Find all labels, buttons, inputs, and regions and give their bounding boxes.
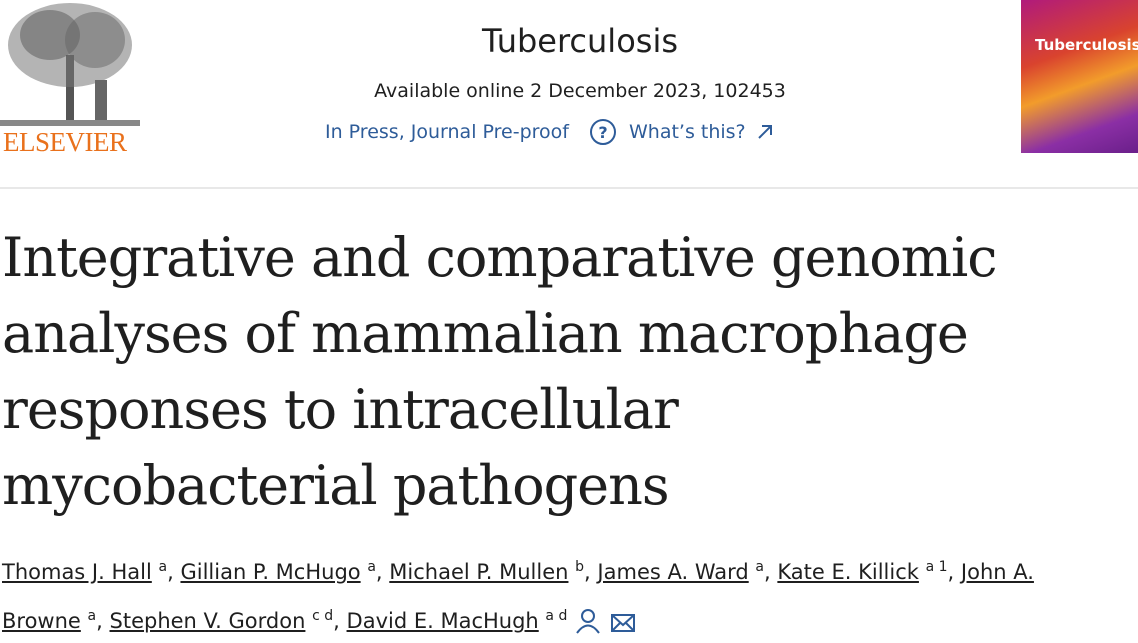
separator: , [167,560,174,584]
help-icon[interactable]: ? [579,118,619,146]
svg-text:?: ? [598,123,607,142]
separator: , [96,609,103,633]
affiliation[interactable]: a d [545,608,568,624]
author-name[interactable]: Stephen V. Gordon [109,609,306,633]
author-name[interactable]: David E. MacHugh [346,609,539,633]
contact-icons-svg[interactable] [574,608,638,634]
author-name[interactable]: Gillian P. McHugo [180,560,361,584]
journal-name[interactable]: Tuberculosis [482,22,678,60]
publisher-name: ELSEVIER [3,127,127,157]
contact-icons [574,608,638,634]
author-name[interactable]: Michael P. Mullen [389,560,569,584]
publisher-logo [0,3,140,126]
journal-cover[interactable]: Tuberculosis [1021,0,1138,153]
cover-title: Tuberculosis [1035,36,1138,54]
affiliation[interactable]: a [158,559,168,575]
article-title: Integrative and comparative genomic anal… [2,226,998,517]
status[interactable]: In Press, Journal Pre-proof [325,121,569,143]
separator: , [764,560,771,584]
author-list: Thomas J. Hall a, Gillian P. McHugo a, M… [2,545,1112,643]
divider [0,187,1138,189]
help-link[interactable]: What’s this? [628,121,746,143]
affiliation[interactable]: b [575,559,585,575]
affiliation[interactable]: c d [312,608,334,624]
author-name[interactable]: Kate E. Killick [777,560,919,584]
affiliation[interactable]: a [87,608,97,624]
author-name[interactable]: James A. Ward [597,560,749,584]
external-icon [757,125,772,139]
separator: , [584,560,591,584]
affiliation[interactable]: a 1 [925,559,948,575]
author-name[interactable]: Thomas J. Hall [2,560,152,584]
affiliation[interactable]: a [755,559,764,575]
status-bar: In Press, Journal Pre-proof ? What’s thi… [325,118,774,146]
separator: , [333,609,340,633]
separator: , [947,560,955,584]
affiliation[interactable]: a [367,559,376,575]
availability: Available online 2 December 2023, 102453 [374,80,786,102]
separator: , [375,560,383,584]
